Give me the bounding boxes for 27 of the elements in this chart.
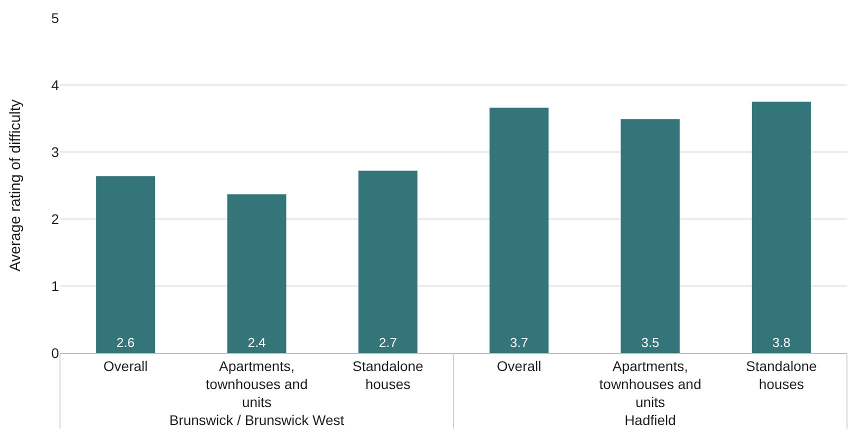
bar — [358, 170, 418, 353]
y-tick-label: 0 — [51, 344, 60, 361]
data-label: 2.7 — [378, 335, 397, 350]
y-tick-label: 2 — [51, 210, 60, 227]
x-tick-label: Overall — [103, 358, 148, 374]
bar — [490, 108, 549, 353]
bar — [620, 119, 680, 353]
data-label: 3.8 — [772, 335, 790, 350]
bar — [752, 102, 811, 353]
data-label: 2.6 — [116, 335, 135, 350]
bar — [96, 176, 156, 353]
y-tick-label: 4 — [51, 76, 60, 93]
bar — [227, 194, 286, 353]
x-tick-label: Overall — [496, 358, 542, 374]
x-tick-label: Standalone houses — [746, 358, 818, 392]
data-label: 3.5 — [641, 335, 660, 350]
text: Hadfield — [624, 412, 676, 428]
x-tick-label: Apartments, townhouses and units — [599, 358, 702, 410]
x-tick-label: Apartments, townhouses and units — [206, 358, 308, 410]
x-tick-label: Standalone houses — [352, 358, 424, 392]
y-tick-label: 5 — [51, 10, 60, 26]
text: Brunswick / Brunswick West — [169, 412, 344, 428]
y-axis-title: Average rating of difficulty — [7, 98, 24, 272]
y-tick-label: 1 — [51, 278, 60, 294]
data-label: 2.4 — [248, 335, 266, 350]
data-label: 3.7 — [510, 335, 528, 350]
y-tick-label: 3 — [51, 144, 60, 160]
